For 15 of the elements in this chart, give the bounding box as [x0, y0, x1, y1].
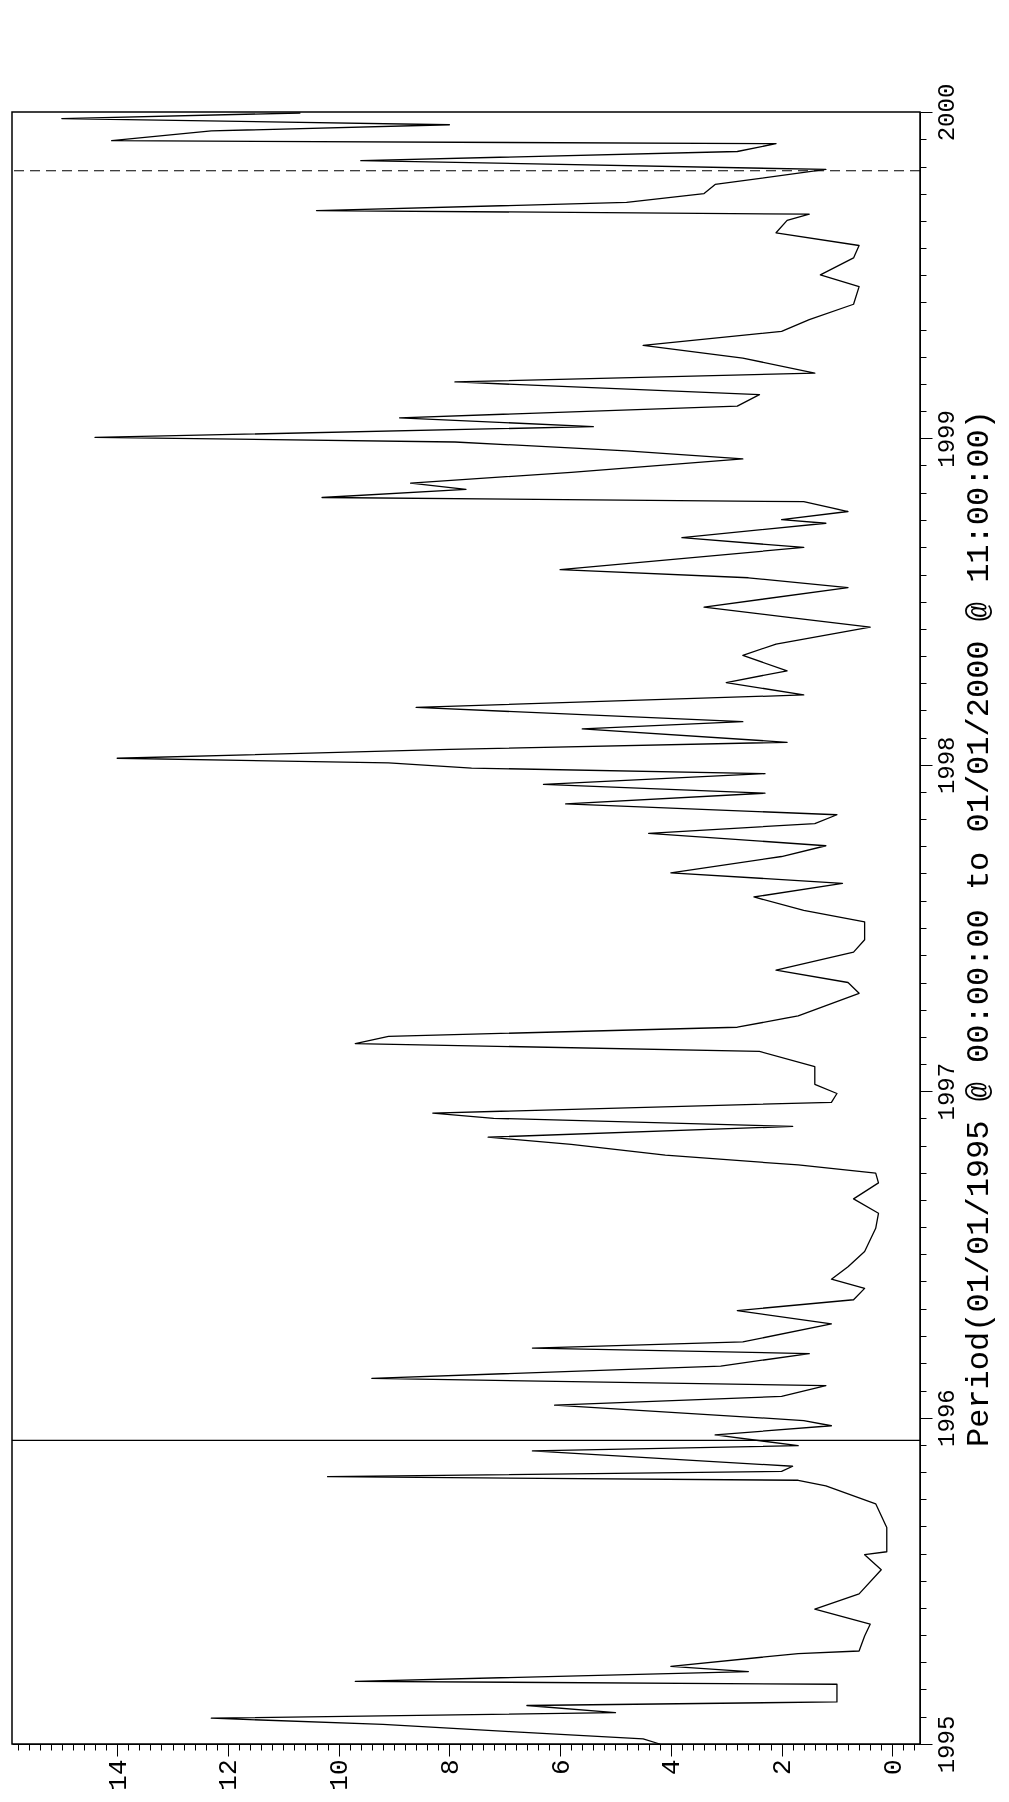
y-axis-title: Period(01/01/1995 @ 00:00:00 to 01/01/2000 @ 11:00:00)	[960, 410, 998, 1447]
x-tick-label: 6	[546, 1759, 577, 1776]
x-tick-label: 10	[325, 1759, 356, 1791]
y-tick-label: 1998	[933, 736, 961, 795]
y-tick-label: 1997	[933, 1062, 961, 1121]
x-tick-label: 0	[878, 1759, 909, 1776]
x-tick-label: 14	[103, 1759, 134, 1791]
y-tick-label: 1996	[933, 1389, 961, 1447]
y-tick-label: 1995	[933, 1715, 961, 1774]
x-tick-label: 2	[768, 1759, 799, 1776]
x-tick-label: 12	[214, 1759, 245, 1791]
y-tick-label: 1999	[933, 410, 961, 468]
x-tick-label: 4	[657, 1759, 688, 1776]
y-tick-label: 2000	[933, 83, 961, 142]
x-tick-label: 8	[435, 1759, 466, 1776]
